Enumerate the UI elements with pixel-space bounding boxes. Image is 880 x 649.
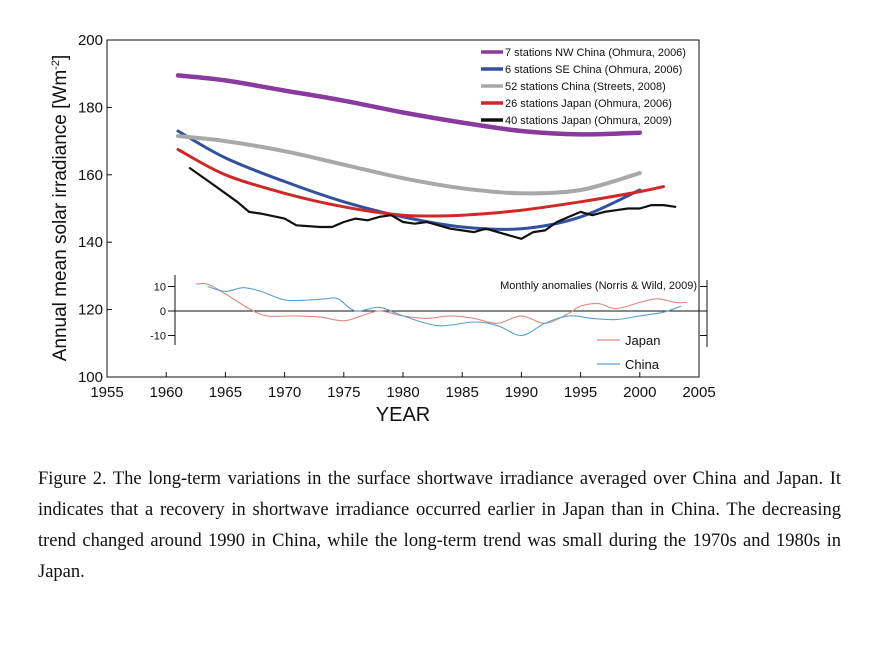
legend-label: 52 stations China (Streets, 2008) <box>505 81 666 93</box>
anomaly-inset: 10 0 -10 Monthly anomalies (Norris & Wild,… <box>150 275 708 372</box>
y-tick-label: 120 <box>78 302 103 319</box>
x-tick-label: 1960 <box>150 384 183 401</box>
y-tick-label: 100 <box>78 369 103 386</box>
series-line-2 <box>176 129 642 231</box>
y-tick-label: 160 <box>78 167 103 184</box>
x-tick-label: 1980 <box>386 384 419 401</box>
series-line-1 <box>175 73 643 137</box>
inset-series-line-1 <box>195 282 688 324</box>
inset-series-line-2 <box>207 285 682 337</box>
series-line-3 <box>176 134 642 196</box>
legend-label: 40 stations Japan (Ohmura, 2009) <box>505 115 672 127</box>
x-tick-label: 2000 <box>623 384 656 401</box>
x-tick-label: 1955 <box>90 384 123 401</box>
x-tick-label: 1975 <box>327 384 360 401</box>
main-series-group <box>175 73 677 240</box>
series-line-4 <box>176 148 665 218</box>
y-tick-label: 140 <box>78 234 103 251</box>
inset-tick-label: -10 <box>150 331 166 343</box>
y-axis: 100 120 140 160 180 200 <box>78 32 112 386</box>
inset-tick-label: 0 <box>160 306 166 318</box>
x-tick-label: 1990 <box>505 384 538 401</box>
y-tick-label: 180 <box>78 99 103 116</box>
figure-caption: Figure 2. The long-term variations in th… <box>38 469 841 582</box>
series-line-5 <box>188 167 677 240</box>
inset-legend-label: China <box>625 357 660 372</box>
x-tick-label: 1995 <box>564 384 597 401</box>
legend-label: 26 stations Japan (Ohmura, 2006) <box>505 98 672 110</box>
inset-tick-label: 10 <box>154 282 166 294</box>
x-tick-label: 1970 <box>268 384 301 401</box>
x-tick-label: 2005 <box>682 384 715 401</box>
inset-title: Monthly anomalies (Norris & Wild, 2009) <box>500 280 697 292</box>
x-tick-label: 1965 <box>209 384 242 401</box>
inset-legend-label: Japan <box>625 333 660 348</box>
y-axis-label: Annual mean solar irradiance [Wm-2] <box>50 55 71 362</box>
x-axis-label: YEAR <box>376 404 430 426</box>
x-axis: 1955 1960 1965 1970 1975 1980 1985 1990 1995 2000… <box>90 372 716 401</box>
legend-label: 7 stations NW China (Ohmura, 2006) <box>505 47 686 59</box>
main-legend: 7 stations NW China (Ohmura, 2006) 6 stat… <box>481 47 686 127</box>
x-tick-label: 1985 <box>446 384 479 401</box>
y-tick-label: 200 <box>78 32 103 49</box>
legend-label: 6 stations SE China (Ohmura, 2006) <box>505 64 682 76</box>
